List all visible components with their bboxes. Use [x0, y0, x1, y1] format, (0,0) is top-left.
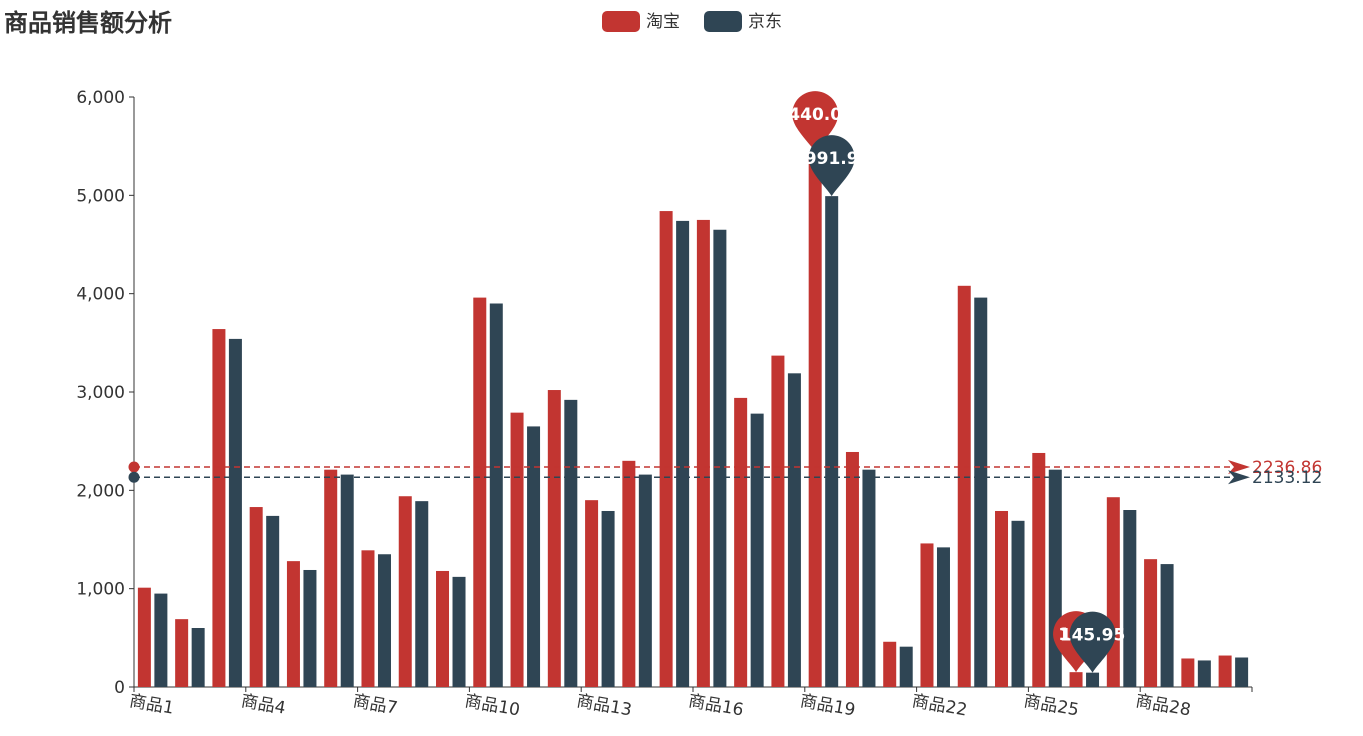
x-tick-label: 商品19: [799, 691, 857, 720]
taobao-bar: [995, 510, 1009, 687]
average-line-start-dot: [128, 471, 140, 483]
jd-bar: [564, 399, 578, 687]
legend-label-2: 京东: [748, 12, 782, 32]
jd-bar: [1123, 510, 1137, 687]
jd-bar: [936, 547, 950, 687]
jd-bar: [974, 297, 988, 687]
taobao-bar: [324, 469, 338, 687]
average-line-start-dot: [128, 461, 140, 473]
jd-bar: [676, 220, 690, 687]
average-line-arrow: [1228, 460, 1250, 475]
taobao-bar: [920, 543, 934, 687]
taobao-bar: [883, 641, 897, 687]
jd-bar: [899, 646, 913, 687]
mark-point-pin: [808, 135, 855, 197]
jd-bar: [415, 501, 429, 687]
jd-bar: [638, 474, 652, 687]
y-tick-label: 4,000: [76, 285, 125, 305]
jd-bar: [489, 303, 503, 687]
taobao-bar: [473, 297, 487, 687]
y-tick-label: 5,000: [76, 186, 125, 206]
taobao-bar: [845, 451, 859, 687]
taobao-bar: [1144, 559, 1158, 687]
jd-bar: [862, 469, 876, 687]
legend-swatch-2: [704, 11, 742, 32]
taobao-bar: [1218, 655, 1232, 687]
x-tick-label: 商品10: [463, 691, 521, 720]
jd-bar: [825, 196, 839, 688]
jd-bar: [1235, 657, 1249, 687]
taobao-bar: [696, 219, 710, 687]
jd-bar: [527, 426, 541, 687]
jd-bar: [1197, 660, 1211, 687]
jd-bar: [340, 474, 354, 687]
mark-point-label: 991.9: [805, 149, 859, 169]
chart-title: 商品销售额分析: [4, 9, 172, 37]
x-tick-label: 商品13: [575, 691, 633, 720]
legend-swatch-1: [602, 11, 640, 32]
x-tick-label: 商品7: [351, 691, 399, 718]
taobao-bar: [771, 355, 785, 687]
jd-bar: [228, 338, 242, 687]
mark-point-pin: [1069, 611, 1116, 673]
jd-bar: [713, 229, 727, 687]
taobao-bar: [957, 285, 971, 687]
taobao-bar: [249, 507, 263, 687]
y-tick-label: 1,000: [76, 580, 125, 600]
taobao-bar: [659, 211, 673, 688]
taobao-bar: [1032, 452, 1046, 687]
legend-label-1: 淘宝: [646, 12, 680, 32]
taobao-bar: [1069, 672, 1083, 687]
y-tick-label: 2,000: [76, 481, 125, 501]
taobao-bar: [510, 412, 524, 687]
jd-bar: [377, 554, 391, 687]
y-tick-label: 3,000: [76, 383, 125, 403]
taobao-bar: [622, 460, 636, 687]
x-tick-label: 商品22: [910, 691, 968, 720]
jd-bar: [452, 576, 466, 687]
jd-bar: [1086, 672, 1100, 687]
jd-bar: [266, 515, 280, 687]
taobao-bar: [175, 619, 189, 687]
taobao-bar: [1181, 658, 1195, 687]
average-line-label: 2133.12: [1252, 468, 1322, 488]
x-tick-label: 商品28: [1134, 691, 1192, 720]
taobao-bar: [1106, 497, 1120, 687]
jd-bar: [750, 413, 764, 687]
average-line-label: 2236.86: [1252, 458, 1322, 478]
taobao-bar: [398, 496, 412, 687]
taobao-bar: [547, 390, 561, 687]
jd-bar: [1160, 564, 1174, 687]
taobao-bar: [585, 500, 599, 687]
y-tick-label: 6,000: [76, 88, 125, 108]
taobao-bar: [734, 397, 748, 687]
jd-bar: [1011, 520, 1025, 687]
taobao-bar: [436, 570, 450, 687]
jd-bar: [601, 510, 615, 687]
taobao-bar: [286, 561, 300, 687]
jd-bar: [154, 593, 168, 687]
taobao-bar: [361, 550, 375, 687]
x-tick-label: 商品4: [240, 691, 288, 718]
jd-bar: [787, 373, 801, 687]
x-tick-label: 商品25: [1022, 691, 1080, 720]
taobao-bar: [808, 152, 822, 688]
x-tick-label: 商品1: [128, 691, 176, 718]
jd-bar: [303, 569, 317, 687]
x-tick-label: 商品16: [687, 691, 745, 720]
taobao-bar: [137, 587, 151, 687]
mark-point-label: 145.95: [1060, 626, 1126, 646]
jd-bar: [1048, 469, 1062, 687]
taobao-bar: [212, 329, 226, 687]
average-line-arrow: [1228, 470, 1250, 485]
mark-point-label: 440.0: [788, 105, 842, 125]
jd-bar: [191, 628, 205, 687]
y-tick-label: 0: [114, 678, 125, 698]
